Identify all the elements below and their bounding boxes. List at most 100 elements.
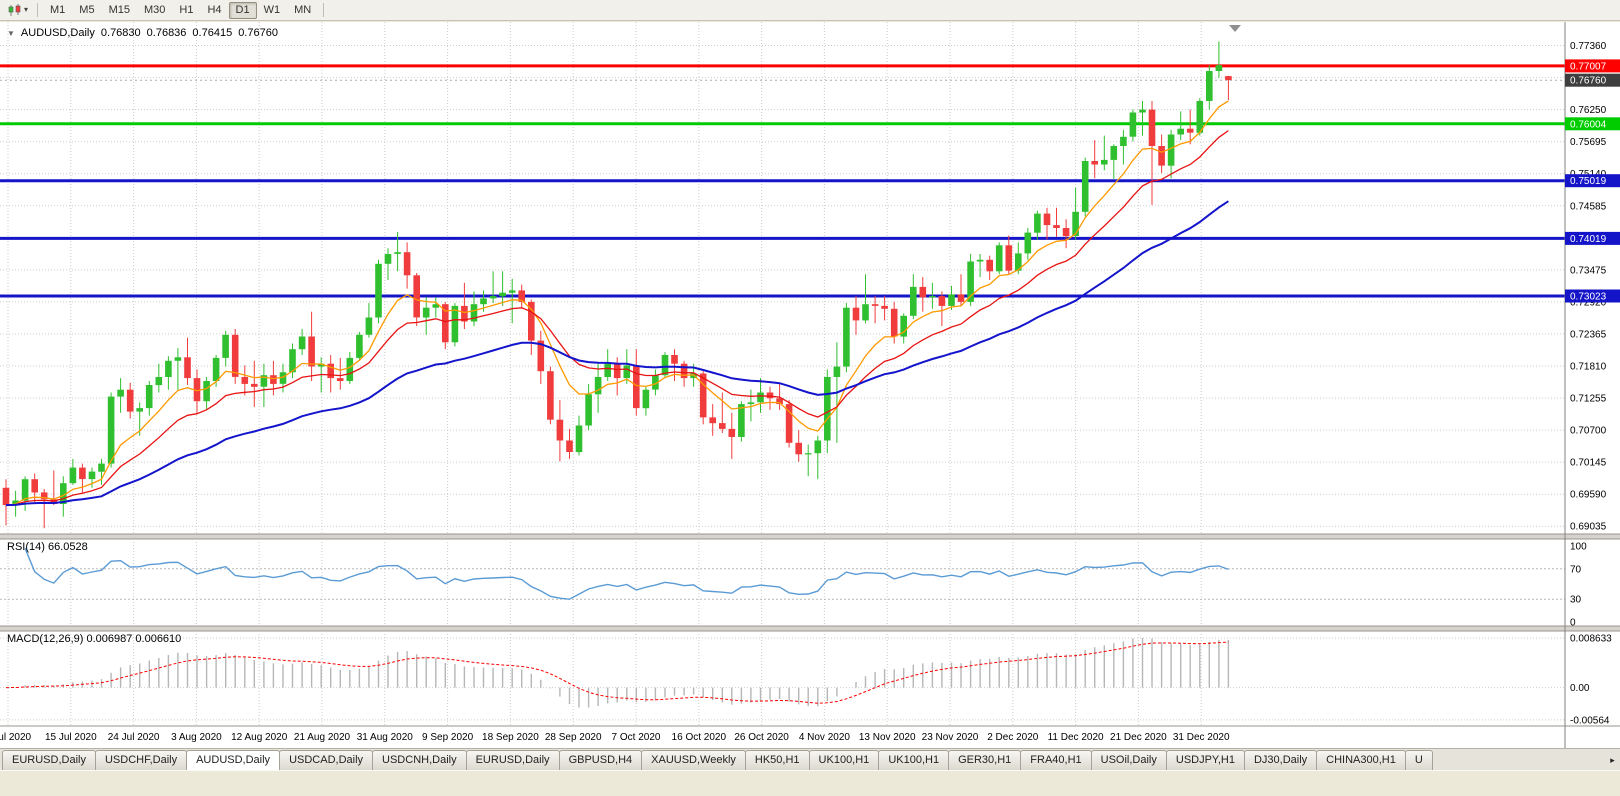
svg-text:0.76250: 0.76250 (1570, 105, 1607, 116)
svg-text:9 Sep 2020: 9 Sep 2020 (422, 732, 474, 743)
svg-text:31 Aug 2020: 31 Aug 2020 (357, 732, 414, 743)
svg-text:0.71810: 0.71810 (1570, 362, 1607, 373)
rsi-pane[interactable] (0, 548, 1565, 600)
svg-text:0.00: 0.00 (1570, 683, 1590, 694)
rsi-indicator-label: RSI(14) 66.0528 (7, 541, 88, 553)
chart-tab-hk50-h1[interactable]: HK50,H1 (744, 750, 810, 770)
chart-tab-china300-h1[interactable]: CHINA300,H1 (1316, 750, 1406, 770)
chart-tab-usdcnh-daily[interactable]: USDCNH,Daily (372, 750, 467, 770)
one-click-collapse-icon[interactable]: ▼ (7, 28, 15, 38)
svg-text:6 Jul 2020: 6 Jul 2020 (0, 732, 32, 743)
chart-tab-dj30-daily[interactable]: DJ30,Daily (1243, 750, 1318, 770)
svg-text:0.71255: 0.71255 (1570, 394, 1607, 405)
chart-grid (0, 22, 1620, 727)
svg-text:18 Sep 2020: 18 Sep 2020 (482, 732, 539, 743)
svg-text:30: 30 (1570, 595, 1582, 606)
svg-text:-0.00564: -0.00564 (1570, 715, 1610, 726)
chart-symbol-label: AUDUSD,Daily (20, 27, 95, 39)
tabs-scroll-right-button[interactable]: ▸ (1610, 755, 1615, 765)
time-axis[interactable]: 6 Jul 2020 15 Jul 2020 24 Jul 2020 3 Aug 20… (0, 732, 1230, 743)
svg-text:0.74585: 0.74585 (1570, 201, 1607, 212)
svg-text:31 Dec 2020: 31 Dec 2020 (1173, 732, 1230, 743)
ohlc-close: 0.76760 (238, 27, 278, 39)
chart-tab-eurusd-daily[interactable]: EURUSD,Daily (2, 750, 96, 770)
ohlc-high: 0.76836 (146, 27, 187, 39)
timeframe-button-mn[interactable]: MN (294, 3, 312, 16)
svg-text:23 Nov 2020: 23 Nov 2020 (922, 732, 979, 743)
toolbar-separator (323, 3, 325, 17)
timeframe-button-h4[interactable]: H4 (207, 3, 222, 16)
svg-text:0.74019: 0.74019 (1570, 234, 1607, 245)
chart-tab-ger30-h1[interactable]: GER30,H1 (948, 750, 1022, 770)
svg-text:0.73475: 0.73475 (1570, 265, 1607, 276)
status-bar (0, 770, 1620, 796)
macd-pane[interactable] (0, 637, 1565, 721)
svg-text:3 Aug 2020: 3 Aug 2020 (171, 732, 222, 743)
svg-text:0.76760: 0.76760 (1570, 76, 1607, 87)
svg-text:0.75019: 0.75019 (1570, 176, 1607, 187)
svg-text:0: 0 (1570, 618, 1576, 629)
chart-tab-uk100-h1[interactable]: UK100,H1 (878, 750, 950, 770)
timeframe-button-w1[interactable]: W1 (263, 3, 281, 16)
svg-text:12 Aug 2020: 12 Aug 2020 (231, 732, 288, 743)
svg-text:24 Jul 2020: 24 Jul 2020 (108, 732, 160, 743)
timeframe-button-d1[interactable]: D1 (228, 1, 257, 19)
svg-text:0.73023: 0.73023 (1570, 292, 1607, 303)
svg-text:21 Dec 2020: 21 Dec 2020 (1110, 732, 1167, 743)
svg-text:0.70145: 0.70145 (1570, 458, 1607, 469)
svg-text:0.76004: 0.76004 (1570, 119, 1607, 130)
svg-text:0.75695: 0.75695 (1570, 137, 1607, 148)
timeframe-button-m1[interactable]: M1 (50, 3, 66, 16)
svg-text:16 Oct 2020: 16 Oct 2020 (672, 732, 727, 743)
chart-tab-usdcad-daily[interactable]: USDCAD,Daily (279, 750, 374, 770)
chart-tab-usdchf-daily[interactable]: USDCHF,Daily (94, 750, 188, 770)
chart-shift-marker (1229, 25, 1241, 32)
svg-text:28 Sep 2020: 28 Sep 2020 (545, 732, 602, 743)
svg-text:0.77007: 0.77007 (1570, 61, 1607, 72)
timeframe-buttons: M1 M5 M15 M30 H1 H4 D1 W1 MN (43, 1, 318, 19)
chart-tab-uk100-h1[interactable]: UK100,H1 (808, 750, 880, 770)
ohlc-low: 0.76415 (192, 27, 233, 39)
chart-tab-audusd-daily[interactable]: AUDUSD,Daily (186, 750, 281, 770)
timeframe-button-m5[interactable]: M5 (79, 3, 95, 16)
chart-profile-button[interactable]: ▾ (4, 3, 32, 18)
svg-text:2 Dec 2020: 2 Dec 2020 (987, 732, 1039, 743)
price-axis-badges: 0.77007 0.76004 0.75019 0.74019 0.73023 0.767… (1565, 59, 1620, 303)
toolbar-separator (37, 3, 39, 17)
svg-text:70: 70 (1570, 564, 1582, 575)
timeframe-button-m30[interactable]: M30 (143, 3, 166, 16)
chart-tab-fra40-h1[interactable]: FRA40,H1 (1020, 750, 1092, 770)
chart-tab-gbpusd-h4[interactable]: GBPUSD,H4 (558, 750, 643, 770)
timeframe-button-h1[interactable]: H1 (179, 3, 194, 16)
chart-tab-eurusd-daily[interactable]: EURUSD,Daily (465, 750, 560, 770)
chevron-down-icon: ▾ (24, 5, 29, 14)
timeframe-toolbar: ▾ M1 M5 M15 M30 H1 H4 D1 W1 MN (0, 0, 1620, 21)
chart-title: ▼ AUDUSD,Daily 0.76830 0.76836 0.76415 0… (7, 27, 278, 39)
svg-text:15 Jul 2020: 15 Jul 2020 (45, 732, 97, 743)
svg-text:0.77360: 0.77360 (1570, 41, 1607, 52)
chart-canvas[interactable]: 0.773600.768050.762500.756950.751400.745… (0, 22, 1620, 748)
svg-text:11 Dec 2020: 11 Dec 2020 (1048, 732, 1104, 743)
svg-text:26 Oct 2020: 26 Oct 2020 (734, 732, 789, 743)
svg-text:0.72920: 0.72920 (1570, 297, 1607, 308)
svg-text:0.72365: 0.72365 (1570, 329, 1607, 340)
svg-text:0.69590: 0.69590 (1570, 490, 1607, 501)
chart-tab-usdjpy-h1[interactable]: USDJPY,H1 (1165, 750, 1245, 770)
ohlc-open: 0.76830 (100, 27, 141, 39)
candlestick-chart-icon (8, 3, 22, 17)
svg-text:7 Oct 2020: 7 Oct 2020 (612, 732, 661, 743)
svg-text:100: 100 (1570, 542, 1587, 553)
chart-tab-usoil-daily[interactable]: USOil,Daily (1090, 750, 1167, 770)
svg-text:4 Nov 2020: 4 Nov 2020 (799, 732, 851, 743)
timeframe-button-m15[interactable]: M15 (108, 3, 130, 16)
svg-text:21 Aug 2020: 21 Aug 2020 (294, 732, 351, 743)
chart-tab-u[interactable]: U (1404, 750, 1433, 770)
svg-text:0.69035: 0.69035 (1570, 522, 1607, 533)
macd-indicator-label: MACD(12,26,9) 0.006987 0.006610 (7, 633, 182, 645)
chart-tab-xauusd-weekly[interactable]: XAUUSD,Weekly (641, 750, 746, 770)
main-chart-pane[interactable] (0, 25, 1565, 529)
svg-text:0.70700: 0.70700 (1570, 426, 1607, 437)
svg-text:13 Nov 2020: 13 Nov 2020 (859, 732, 916, 743)
chart-tab-bar: EURUSD,Daily USDCHF,Daily AUDUSD,Daily USDC… (0, 748, 1620, 770)
